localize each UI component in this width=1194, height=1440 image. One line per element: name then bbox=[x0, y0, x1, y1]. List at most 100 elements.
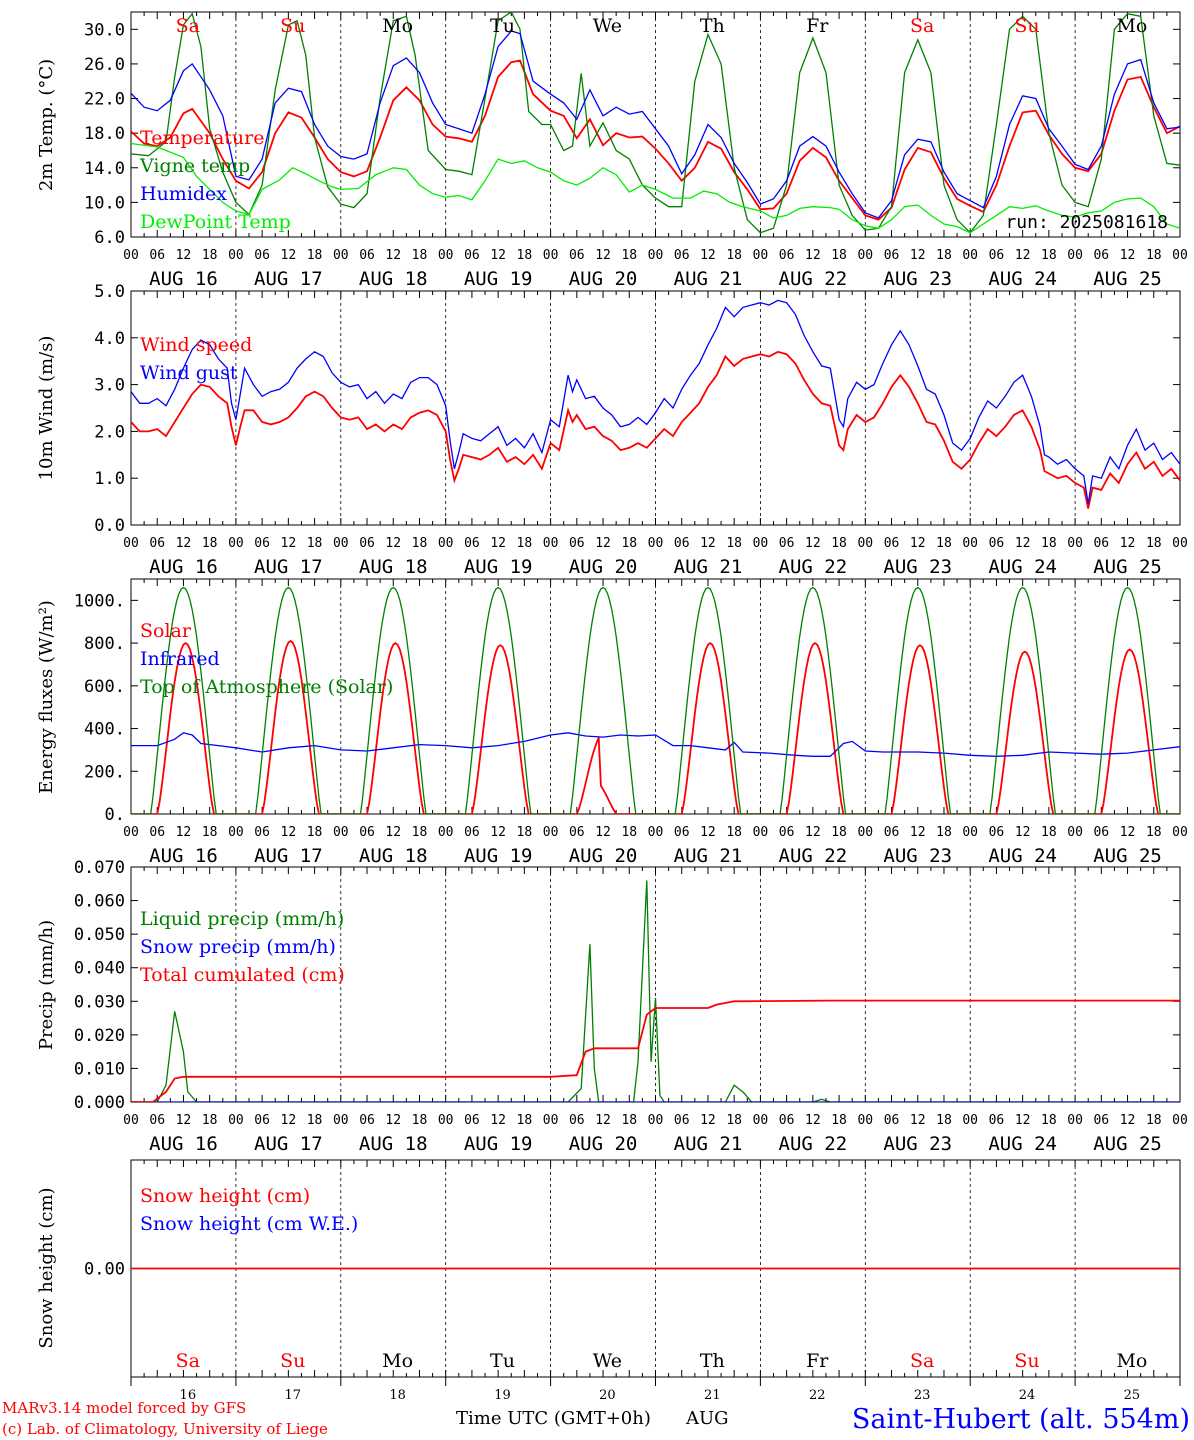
hour-label: 18 bbox=[202, 1113, 218, 1128]
hour-label: 00 bbox=[753, 536, 769, 551]
hour-label: 00 bbox=[228, 536, 244, 551]
date-label: AUG 17 bbox=[254, 1133, 323, 1155]
hour-label: 06 bbox=[989, 825, 1005, 840]
hour-label: 06 bbox=[359, 1113, 375, 1128]
hour-label: 06 bbox=[464, 1113, 480, 1128]
date-label: AUG 21 bbox=[674, 556, 743, 578]
hour-label: 00 bbox=[1172, 825, 1188, 840]
hour-label: 00 bbox=[962, 825, 978, 840]
legend-entry: Infrared bbox=[140, 648, 220, 670]
hour-label: 18 bbox=[621, 825, 637, 840]
weekday-label: Th bbox=[700, 15, 725, 37]
date-label: AUG 23 bbox=[883, 268, 952, 290]
hour-label: 00 bbox=[228, 248, 244, 263]
hour-label: 00 bbox=[962, 248, 978, 263]
hour-label: 06 bbox=[569, 536, 585, 551]
hour-label: 18 bbox=[1146, 825, 1162, 840]
date-label: AUG 16 bbox=[149, 268, 218, 290]
legend-entry: Snow precip (mm/h) bbox=[140, 936, 336, 958]
hour-label: 18 bbox=[936, 825, 952, 840]
y-tick-label: 6.0 bbox=[94, 228, 125, 248]
hour-label: 06 bbox=[674, 536, 690, 551]
legend-entry: Temperature bbox=[140, 127, 264, 149]
hour-label: 06 bbox=[779, 536, 795, 551]
hour-label: 12 bbox=[910, 536, 926, 551]
hour-label: 00 bbox=[648, 248, 664, 263]
day-number: 21 bbox=[704, 1388, 721, 1403]
date-label: AUG 19 bbox=[464, 845, 533, 867]
date-label: AUG 21 bbox=[674, 845, 743, 867]
hour-label: 12 bbox=[595, 1113, 611, 1128]
hour-label: 00 bbox=[543, 536, 559, 551]
hour-label: 06 bbox=[989, 536, 1005, 551]
panel-1: 6.0 10.0 14.0 18.0 22.0 26.0 30.0 2m Temp. (°C)… bbox=[36, 11, 1188, 290]
weekday-label: Tu bbox=[490, 1350, 515, 1372]
hour-label: 12 bbox=[176, 825, 192, 840]
weekday-label: Sa bbox=[176, 15, 200, 37]
hour-label: 06 bbox=[569, 825, 585, 840]
hour-label: 00 bbox=[543, 825, 559, 840]
weekday-label: Mo bbox=[382, 1350, 413, 1372]
date-label: AUG 19 bbox=[464, 556, 533, 578]
weekday-label: Su bbox=[280, 1350, 305, 1372]
panel-2: 0.0 1.0 2.0 3.0 4.0 5.0 10m Wind (m/s) 00 06 12 18… bbox=[36, 282, 1188, 578]
legend-entry: Snow height (cm) bbox=[140, 1185, 310, 1207]
series-line-temperature bbox=[131, 59, 1180, 221]
weekday-label: Mo bbox=[1116, 1350, 1147, 1372]
hour-label: 12 bbox=[1015, 825, 1031, 840]
hour-label: 06 bbox=[149, 536, 165, 551]
series-line-dewpoint-temp bbox=[131, 142, 1180, 234]
hour-label: 18 bbox=[307, 536, 323, 551]
date-label: AUG 17 bbox=[254, 556, 323, 578]
date-label: AUG 25 bbox=[1093, 556, 1162, 578]
hour-label: 06 bbox=[569, 248, 585, 263]
y-tick-label: 2.0 bbox=[94, 422, 125, 442]
hour-label: 06 bbox=[989, 1113, 1005, 1128]
weekday-label: Su bbox=[1014, 15, 1039, 37]
series-group bbox=[131, 12, 1180, 234]
hour-label: 12 bbox=[1015, 1113, 1031, 1128]
hour-label: 00 bbox=[333, 536, 349, 551]
date-label: AUG 19 bbox=[464, 1133, 533, 1155]
hour-label: 00 bbox=[962, 536, 978, 551]
date-label: AUG 17 bbox=[254, 268, 323, 290]
hour-label: 18 bbox=[517, 1113, 533, 1128]
hour-label: 00 bbox=[228, 825, 244, 840]
hour-label: 18 bbox=[307, 1113, 323, 1128]
run-label: run: 2025081618 bbox=[1005, 212, 1168, 233]
y-tick-label: 14.0 bbox=[84, 159, 125, 179]
y-tick-label: 0.010 bbox=[74, 1059, 125, 1079]
weekday-label: Tu bbox=[490, 15, 515, 37]
date-label: AUG 23 bbox=[883, 1133, 952, 1155]
hour-label: 06 bbox=[884, 1113, 900, 1128]
hour-label: 12 bbox=[805, 536, 821, 551]
hour-label: 12 bbox=[805, 825, 821, 840]
hour-label: 06 bbox=[569, 1113, 585, 1128]
weekday-label: Sa bbox=[910, 15, 934, 37]
date-label: AUG 22 bbox=[779, 1133, 848, 1155]
hour-label: 00 bbox=[333, 825, 349, 840]
hour-label: 12 bbox=[490, 536, 506, 551]
hour-label: 12 bbox=[176, 536, 192, 551]
hour-label: 06 bbox=[779, 1113, 795, 1128]
hour-label: 12 bbox=[910, 1113, 926, 1128]
hour-label: 12 bbox=[385, 825, 401, 840]
weekday-label: Th bbox=[700, 1350, 725, 1372]
hour-label: 00 bbox=[543, 1113, 559, 1128]
series-line-infrared bbox=[131, 732, 1180, 757]
y-tick-label: 0.030 bbox=[74, 992, 125, 1012]
hour-label: 00 bbox=[438, 825, 454, 840]
hour-label: 00 bbox=[753, 248, 769, 263]
hour-label: 06 bbox=[464, 536, 480, 551]
y-tick-label: 0.020 bbox=[74, 1026, 125, 1046]
y-tick-label: 0.000 bbox=[74, 1093, 125, 1113]
hour-label: 12 bbox=[1120, 536, 1136, 551]
date-label: AUG 20 bbox=[569, 1133, 638, 1155]
date-label: AUG 20 bbox=[569, 845, 638, 867]
hour-label: 12 bbox=[805, 1113, 821, 1128]
legend-entry: Top of Atmosphere (Solar) bbox=[140, 676, 393, 698]
hour-label: 00 bbox=[857, 248, 873, 263]
hour-label: 12 bbox=[1015, 248, 1031, 263]
hour-label: 12 bbox=[910, 825, 926, 840]
